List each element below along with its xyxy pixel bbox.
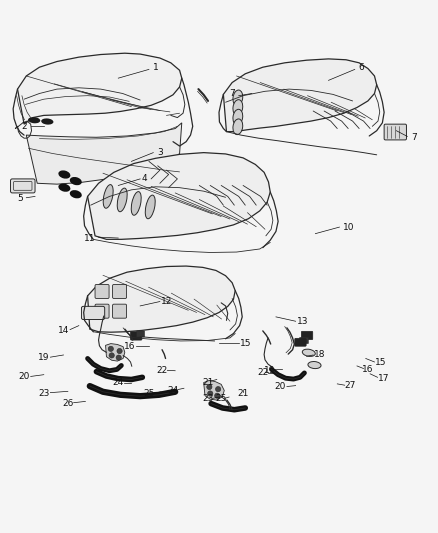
Ellipse shape [70,177,82,185]
Text: 15: 15 [240,338,251,348]
Ellipse shape [233,119,243,135]
FancyBboxPatch shape [95,304,109,318]
Ellipse shape [103,184,113,208]
Text: 2: 2 [21,122,27,131]
Text: 25: 25 [215,394,227,403]
Text: 27: 27 [345,381,356,390]
FancyBboxPatch shape [300,337,308,344]
Text: 24: 24 [113,378,124,387]
Text: 21: 21 [237,389,249,398]
FancyBboxPatch shape [137,331,145,337]
Ellipse shape [233,100,243,115]
FancyBboxPatch shape [131,332,142,340]
FancyBboxPatch shape [95,285,109,298]
FancyBboxPatch shape [301,332,313,340]
Ellipse shape [28,117,40,123]
Text: 16: 16 [362,365,374,374]
Text: 24: 24 [167,385,179,394]
Circle shape [116,355,121,360]
Text: 25: 25 [143,389,155,398]
Polygon shape [18,53,182,124]
Text: 15: 15 [375,358,387,367]
Ellipse shape [302,349,315,357]
Polygon shape [223,59,377,132]
FancyBboxPatch shape [11,179,35,193]
Circle shape [215,393,220,398]
Polygon shape [204,381,224,400]
Ellipse shape [58,171,71,179]
Ellipse shape [58,183,71,192]
Text: 4: 4 [142,174,147,183]
Text: 22: 22 [257,368,268,377]
Text: 12: 12 [161,297,172,306]
Circle shape [207,384,212,390]
Polygon shape [88,266,235,332]
Text: 10: 10 [343,223,354,231]
FancyBboxPatch shape [113,285,127,298]
Text: 19: 19 [264,366,275,375]
Ellipse shape [41,118,53,125]
Circle shape [208,391,213,396]
Text: 18: 18 [314,351,325,359]
Text: 3: 3 [157,148,163,157]
Text: 23: 23 [202,394,214,403]
Ellipse shape [233,90,243,106]
Text: 5: 5 [17,194,23,203]
Circle shape [215,386,221,392]
Circle shape [117,349,122,354]
Text: 13: 13 [297,317,308,326]
Text: 11: 11 [84,233,95,243]
Text: 17: 17 [378,374,389,383]
Text: 21: 21 [202,378,214,387]
Circle shape [108,346,113,351]
Text: 20: 20 [18,373,30,382]
Ellipse shape [131,191,141,215]
Text: 16: 16 [124,342,135,351]
Text: 22: 22 [156,366,168,375]
Text: 7: 7 [411,133,417,142]
Polygon shape [88,152,270,239]
Text: 26: 26 [62,399,74,408]
Text: 20: 20 [275,383,286,391]
Text: 23: 23 [38,389,49,398]
Ellipse shape [233,109,243,125]
FancyBboxPatch shape [81,306,105,319]
Text: 19: 19 [38,353,49,362]
FancyBboxPatch shape [113,304,127,318]
Text: 6: 6 [358,63,364,72]
Circle shape [109,353,114,358]
Text: 14: 14 [58,326,69,335]
Ellipse shape [145,195,155,219]
FancyBboxPatch shape [384,124,406,140]
Text: 7: 7 [229,89,235,98]
Polygon shape [106,344,125,361]
Polygon shape [26,123,182,184]
Text: 1: 1 [152,63,159,72]
Ellipse shape [117,188,127,212]
Ellipse shape [308,361,321,369]
Ellipse shape [70,190,82,198]
FancyBboxPatch shape [295,338,306,346]
